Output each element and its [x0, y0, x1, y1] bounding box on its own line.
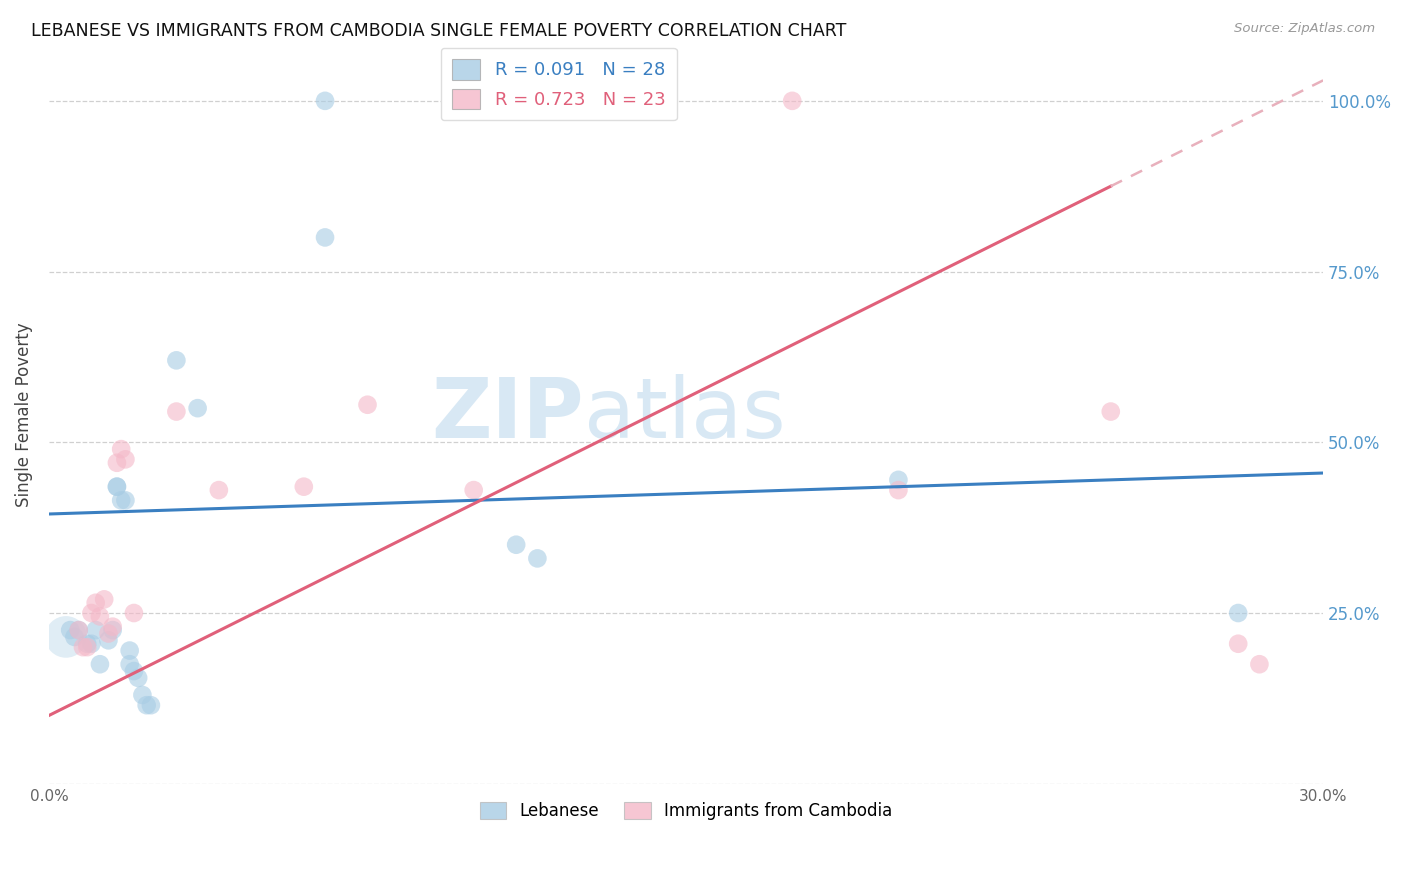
Text: Source: ZipAtlas.com: Source: ZipAtlas.com — [1234, 22, 1375, 36]
Point — [356, 398, 378, 412]
Point — [80, 606, 103, 620]
Point — [135, 698, 157, 713]
Point — [67, 623, 90, 637]
Point — [114, 452, 136, 467]
Point — [165, 353, 187, 368]
Point — [187, 401, 209, 416]
Point — [93, 592, 115, 607]
Point — [1099, 404, 1122, 418]
Point — [63, 630, 86, 644]
Point — [80, 637, 103, 651]
Point — [72, 640, 94, 655]
Point — [208, 483, 231, 497]
Point — [101, 623, 124, 637]
Point — [314, 94, 336, 108]
Point — [127, 671, 149, 685]
Point — [505, 538, 527, 552]
Point — [97, 633, 120, 648]
Point — [165, 404, 187, 418]
Point — [67, 623, 90, 637]
Point — [292, 480, 315, 494]
Point — [110, 442, 132, 456]
Point — [1249, 657, 1271, 672]
Point — [114, 493, 136, 508]
Legend: Lebanese, Immigrants from Cambodia: Lebanese, Immigrants from Cambodia — [472, 796, 900, 827]
Point — [314, 230, 336, 244]
Point — [780, 94, 803, 108]
Point — [101, 620, 124, 634]
Point — [59, 623, 82, 637]
Point — [84, 623, 107, 637]
Point — [1227, 637, 1250, 651]
Point — [118, 657, 141, 672]
Point — [84, 596, 107, 610]
Text: ZIP: ZIP — [432, 375, 583, 456]
Point — [105, 480, 128, 494]
Point — [105, 480, 128, 494]
Point — [76, 637, 98, 651]
Point — [887, 483, 910, 497]
Point — [139, 698, 162, 713]
Text: atlas: atlas — [583, 375, 786, 456]
Point — [118, 643, 141, 657]
Point — [89, 609, 111, 624]
Text: LEBANESE VS IMMIGRANTS FROM CAMBODIA SINGLE FEMALE POVERTY CORRELATION CHART: LEBANESE VS IMMIGRANTS FROM CAMBODIA SIN… — [31, 22, 846, 40]
Point — [526, 551, 548, 566]
Point — [1227, 606, 1250, 620]
Point — [110, 493, 132, 508]
Point — [89, 657, 111, 672]
Point — [105, 456, 128, 470]
Point — [463, 483, 485, 497]
Point — [122, 606, 145, 620]
Point — [97, 626, 120, 640]
Point — [887, 473, 910, 487]
Point — [122, 664, 145, 678]
Y-axis label: Single Female Poverty: Single Female Poverty — [15, 323, 32, 508]
Point — [131, 688, 153, 702]
Point — [55, 630, 77, 644]
Point — [76, 640, 98, 655]
